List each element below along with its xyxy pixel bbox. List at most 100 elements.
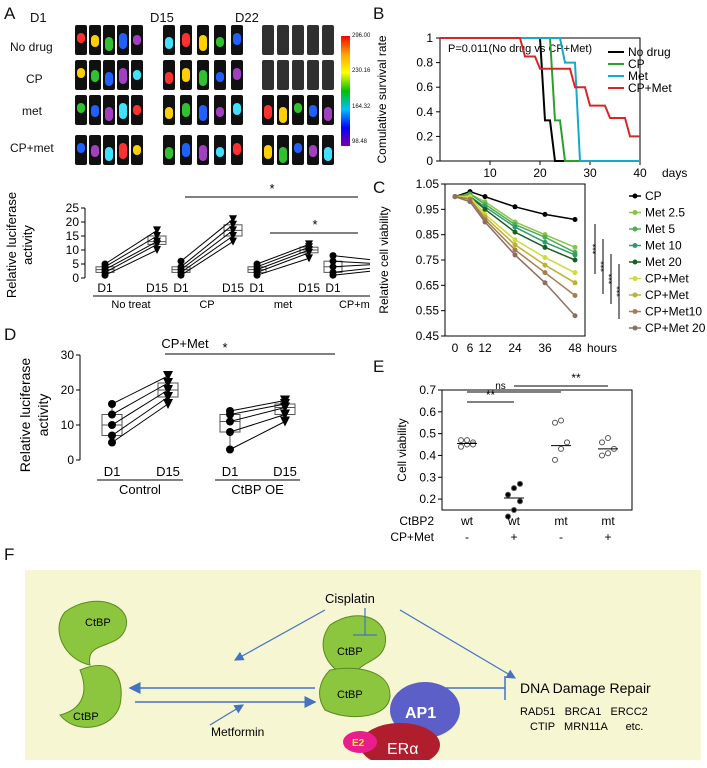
y-tick-label: 0 <box>72 271 79 285</box>
data-point <box>153 232 161 240</box>
x-tick-label: D15 <box>222 281 244 295</box>
y-tick-label: 0.95 <box>416 202 440 216</box>
paired-line <box>229 421 286 450</box>
signal-spot <box>119 143 127 159</box>
treatment-label: + <box>510 530 517 544</box>
data-point <box>229 215 237 224</box>
paired-line <box>229 400 286 412</box>
data-point <box>605 450 611 457</box>
data-point <box>542 262 548 268</box>
paired-line <box>111 389 169 426</box>
signal-spot <box>279 107 287 123</box>
y-tick-label: 0.6 <box>419 405 436 419</box>
y-axis-label: Relative luciferase <box>4 192 19 298</box>
panel-label-a: A <box>4 4 16 23</box>
data-point <box>280 395 290 406</box>
signal-spot <box>309 145 317 157</box>
panel-label-f: F <box>4 545 15 564</box>
y-tick-label: 1.05 <box>416 177 440 191</box>
y-tick-label: 0.2 <box>416 129 433 143</box>
signal-spot <box>133 70 141 80</box>
e2-label: E2 <box>352 738 365 749</box>
row-label: CP+Met <box>390 530 434 544</box>
plot-frame <box>439 37 641 162</box>
y-tick-label: 0.65 <box>416 278 440 292</box>
treatment-label: - <box>465 530 469 544</box>
signal-spot <box>77 143 85 153</box>
signal-spot <box>233 68 241 80</box>
legend-label: CP+Met <box>645 272 689 286</box>
data-point <box>572 216 578 222</box>
data-point <box>542 280 548 286</box>
data-point <box>572 270 578 276</box>
y-tick-label: 0.45 <box>416 329 440 343</box>
signal-spot <box>199 145 207 161</box>
x-tick-label: D15 <box>156 464 180 479</box>
data-point <box>558 445 564 452</box>
legend-label: CP <box>628 57 645 71</box>
data-point <box>482 194 488 200</box>
data-point <box>108 438 116 447</box>
x-tick-label: 36 <box>538 341 552 355</box>
legend-label: Met 20 <box>645 255 682 269</box>
x-tick-label: 40 <box>633 166 647 180</box>
mouse-image <box>262 60 274 90</box>
ctbp-label: CtBP <box>73 711 99 723</box>
data-point <box>458 443 464 450</box>
x-tick-label: D15 <box>298 281 320 295</box>
treatment-label: + <box>604 530 611 544</box>
mouse-image <box>231 60 243 90</box>
row-label: CtBP2 <box>399 514 434 528</box>
significance-star: *** <box>599 261 609 272</box>
mouse-image <box>197 135 209 165</box>
y-tick-label: 0.8 <box>416 56 433 70</box>
group-label: No treat <box>111 299 150 311</box>
mouse-image <box>277 135 289 165</box>
data-point <box>605 435 611 441</box>
signal-spot <box>105 107 113 121</box>
series-line <box>454 195 576 317</box>
paired-line <box>180 235 234 273</box>
mouse-image <box>214 25 226 55</box>
data-point <box>470 441 476 448</box>
data-point <box>280 416 290 427</box>
data-point <box>108 410 116 419</box>
data-point <box>253 260 261 268</box>
arrow-cisplatin-to-repair <box>399 609 517 679</box>
data-point <box>564 439 570 446</box>
x-tick-label: D1 <box>104 464 121 479</box>
data-point <box>512 252 518 258</box>
panel-label-b: B <box>373 4 385 23</box>
y-tick-label: 1 <box>426 31 433 45</box>
mouse-image <box>292 25 304 55</box>
mouse-image <box>180 135 192 165</box>
signal-spot <box>165 37 173 49</box>
mouse-image <box>163 95 175 125</box>
data-point <box>329 257 337 265</box>
signal-spot <box>233 33 241 45</box>
x-tick-label: 20 <box>533 166 547 180</box>
x-tick-label: 30 <box>583 166 597 180</box>
y-tick-label: 20 <box>66 215 80 229</box>
group-label: CP+met <box>339 299 370 311</box>
significance-star: * <box>222 340 227 355</box>
signal-spot <box>133 145 141 155</box>
series-line <box>454 190 576 221</box>
data-point <box>572 313 578 319</box>
y-tick-label: 0 <box>426 154 433 168</box>
legend-marker <box>632 193 638 199</box>
mouse-image <box>307 25 319 55</box>
signal-spot <box>91 145 99 157</box>
legend-marker <box>632 226 638 232</box>
y-tick-label: 25 <box>66 201 80 215</box>
mouse-image <box>277 95 289 125</box>
ap1-label: AP1 <box>405 705 436 722</box>
y-tick-label: 10 <box>61 418 75 432</box>
mouse-image <box>197 60 209 90</box>
legend-label: CP+Met <box>645 288 689 302</box>
legend-marker <box>632 276 638 281</box>
ctbp-label: CtBP <box>85 617 111 629</box>
row-label-cp-met: CP+met <box>10 141 54 155</box>
y-tick-label: 10 <box>66 243 80 257</box>
mouse-image <box>89 25 101 55</box>
